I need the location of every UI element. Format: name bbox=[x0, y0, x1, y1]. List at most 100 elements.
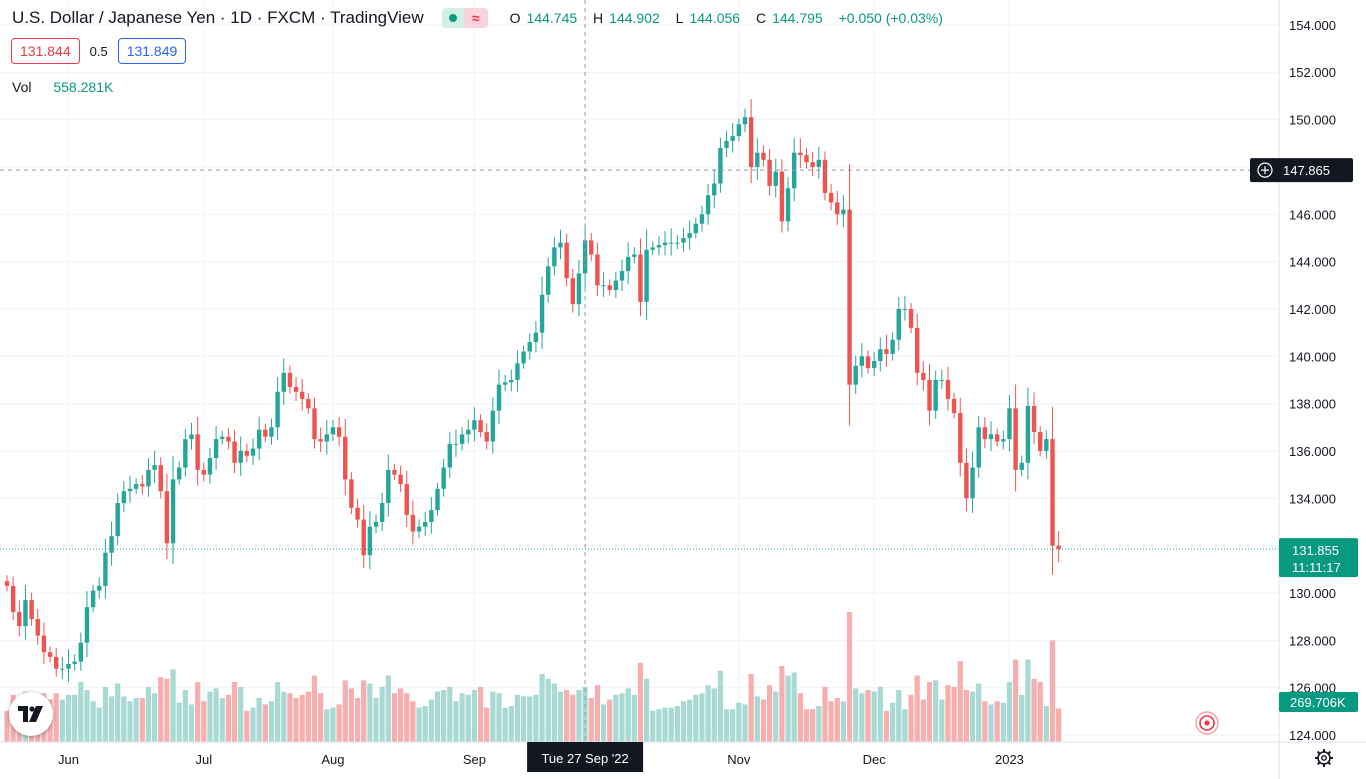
candle-body bbox=[878, 349, 883, 362]
volume-bar bbox=[465, 694, 471, 742]
volume-bar bbox=[170, 669, 176, 742]
volume-bar bbox=[447, 686, 453, 742]
candle-body bbox=[810, 162, 815, 167]
candle-body bbox=[589, 240, 594, 255]
candle-body bbox=[238, 450, 243, 463]
volume-bar bbox=[797, 693, 803, 742]
volume-bar bbox=[508, 706, 514, 742]
candle-body bbox=[232, 441, 237, 463]
price-tick-label: 130.000 bbox=[1289, 586, 1336, 601]
volume-bar bbox=[644, 678, 650, 742]
volume-bar bbox=[1013, 659, 1019, 742]
crosshair-date-box bbox=[527, 742, 644, 772]
candle-body bbox=[213, 439, 219, 459]
volume-bar bbox=[78, 682, 84, 742]
volume-bar bbox=[127, 701, 133, 742]
candle-body bbox=[146, 469, 151, 487]
volume-bar bbox=[182, 690, 188, 742]
volume-bar bbox=[1019, 694, 1025, 742]
candle-body bbox=[152, 465, 157, 470]
gear-tooth bbox=[1327, 750, 1332, 755]
time-tick-label: Dec bbox=[863, 752, 887, 767]
open-label: O bbox=[509, 10, 521, 26]
buy-button[interactable]: 131.849 bbox=[117, 38, 187, 64]
add-alert-icon[interactable] bbox=[1257, 162, 1273, 178]
volume-bar bbox=[533, 694, 539, 742]
candle-body bbox=[951, 398, 957, 414]
candle-body bbox=[207, 458, 213, 475]
replay-icon[interactable] bbox=[1195, 711, 1219, 735]
volume-bar bbox=[379, 686, 385, 742]
volume-bar bbox=[441, 690, 447, 742]
volume-bar bbox=[920, 699, 926, 742]
volume-bar bbox=[354, 698, 361, 742]
settings-gear-icon[interactable] bbox=[1315, 749, 1333, 767]
candle-body bbox=[644, 249, 649, 302]
candle-body bbox=[355, 507, 360, 520]
volume-bar bbox=[687, 699, 693, 742]
candle-body bbox=[730, 136, 735, 141]
volume-bar bbox=[121, 696, 127, 742]
candle-body bbox=[195, 434, 200, 470]
price-tick-label: 154.000 bbox=[1289, 18, 1336, 33]
volume-bar bbox=[803, 709, 810, 742]
candle-body bbox=[336, 427, 342, 437]
candle-body bbox=[300, 391, 305, 399]
volume-bar bbox=[969, 691, 976, 742]
low-value: 144.056 bbox=[689, 10, 741, 26]
volume-bar bbox=[238, 686, 244, 742]
symbol-title[interactable]: U.S. Dollar / Japanese Yen · 1D · FXCM ·… bbox=[12, 8, 424, 27]
candle-body bbox=[675, 242, 680, 244]
volume-bar bbox=[760, 699, 767, 742]
volume-bar bbox=[281, 691, 287, 742]
candle-body bbox=[343, 436, 348, 480]
candle-body bbox=[502, 382, 508, 385]
candle-body bbox=[921, 372, 926, 380]
candle-body bbox=[158, 465, 163, 492]
candle-body bbox=[484, 432, 489, 442]
volume-bar bbox=[404, 693, 410, 742]
candle-body bbox=[638, 254, 643, 302]
delayed-data-icon[interactable]: ≈ bbox=[463, 8, 488, 28]
volume-bar bbox=[576, 690, 582, 742]
tradingview-logo-icon[interactable] bbox=[9, 692, 53, 736]
candle-body bbox=[853, 365, 858, 385]
volume-bar bbox=[890, 702, 896, 742]
volume-bar bbox=[625, 688, 631, 742]
volume-bar bbox=[674, 706, 680, 742]
candle-body bbox=[736, 124, 742, 137]
candle-body bbox=[312, 408, 317, 440]
candle-body bbox=[828, 192, 834, 203]
candle-body bbox=[533, 332, 539, 343]
candle-body bbox=[121, 491, 127, 504]
market-open-icon[interactable] bbox=[441, 8, 464, 28]
volume-bar bbox=[299, 694, 305, 742]
candle-body bbox=[865, 356, 871, 369]
candle-body bbox=[859, 356, 865, 366]
volume-legend: Vol 558.281K bbox=[12, 79, 113, 95]
candle-body bbox=[1056, 545, 1061, 550]
candle-body bbox=[84, 607, 90, 643]
volume-bar bbox=[59, 699, 65, 742]
volume-bar bbox=[951, 686, 957, 742]
volume-bar bbox=[231, 682, 238, 742]
time-tick-label: Aug bbox=[321, 752, 344, 767]
candle-body bbox=[970, 467, 975, 499]
candle-body bbox=[945, 379, 951, 399]
candle-body bbox=[373, 521, 379, 527]
candle-body bbox=[423, 521, 428, 527]
price-tick-label: 150.000 bbox=[1289, 113, 1336, 128]
last-price-box bbox=[1279, 538, 1358, 578]
volume-bar bbox=[428, 699, 434, 742]
volume-label[interactable]: Vol bbox=[12, 79, 32, 95]
volume-bar bbox=[521, 696, 527, 742]
time-tick-label: Sep bbox=[463, 752, 486, 767]
sell-button[interactable]: 131.844 bbox=[11, 38, 80, 64]
volume-bar bbox=[680, 701, 687, 742]
candle-body bbox=[177, 467, 182, 480]
candle-body bbox=[705, 195, 711, 215]
market-status[interactable]: ≈ bbox=[441, 8, 488, 28]
candle-body bbox=[41, 635, 47, 653]
